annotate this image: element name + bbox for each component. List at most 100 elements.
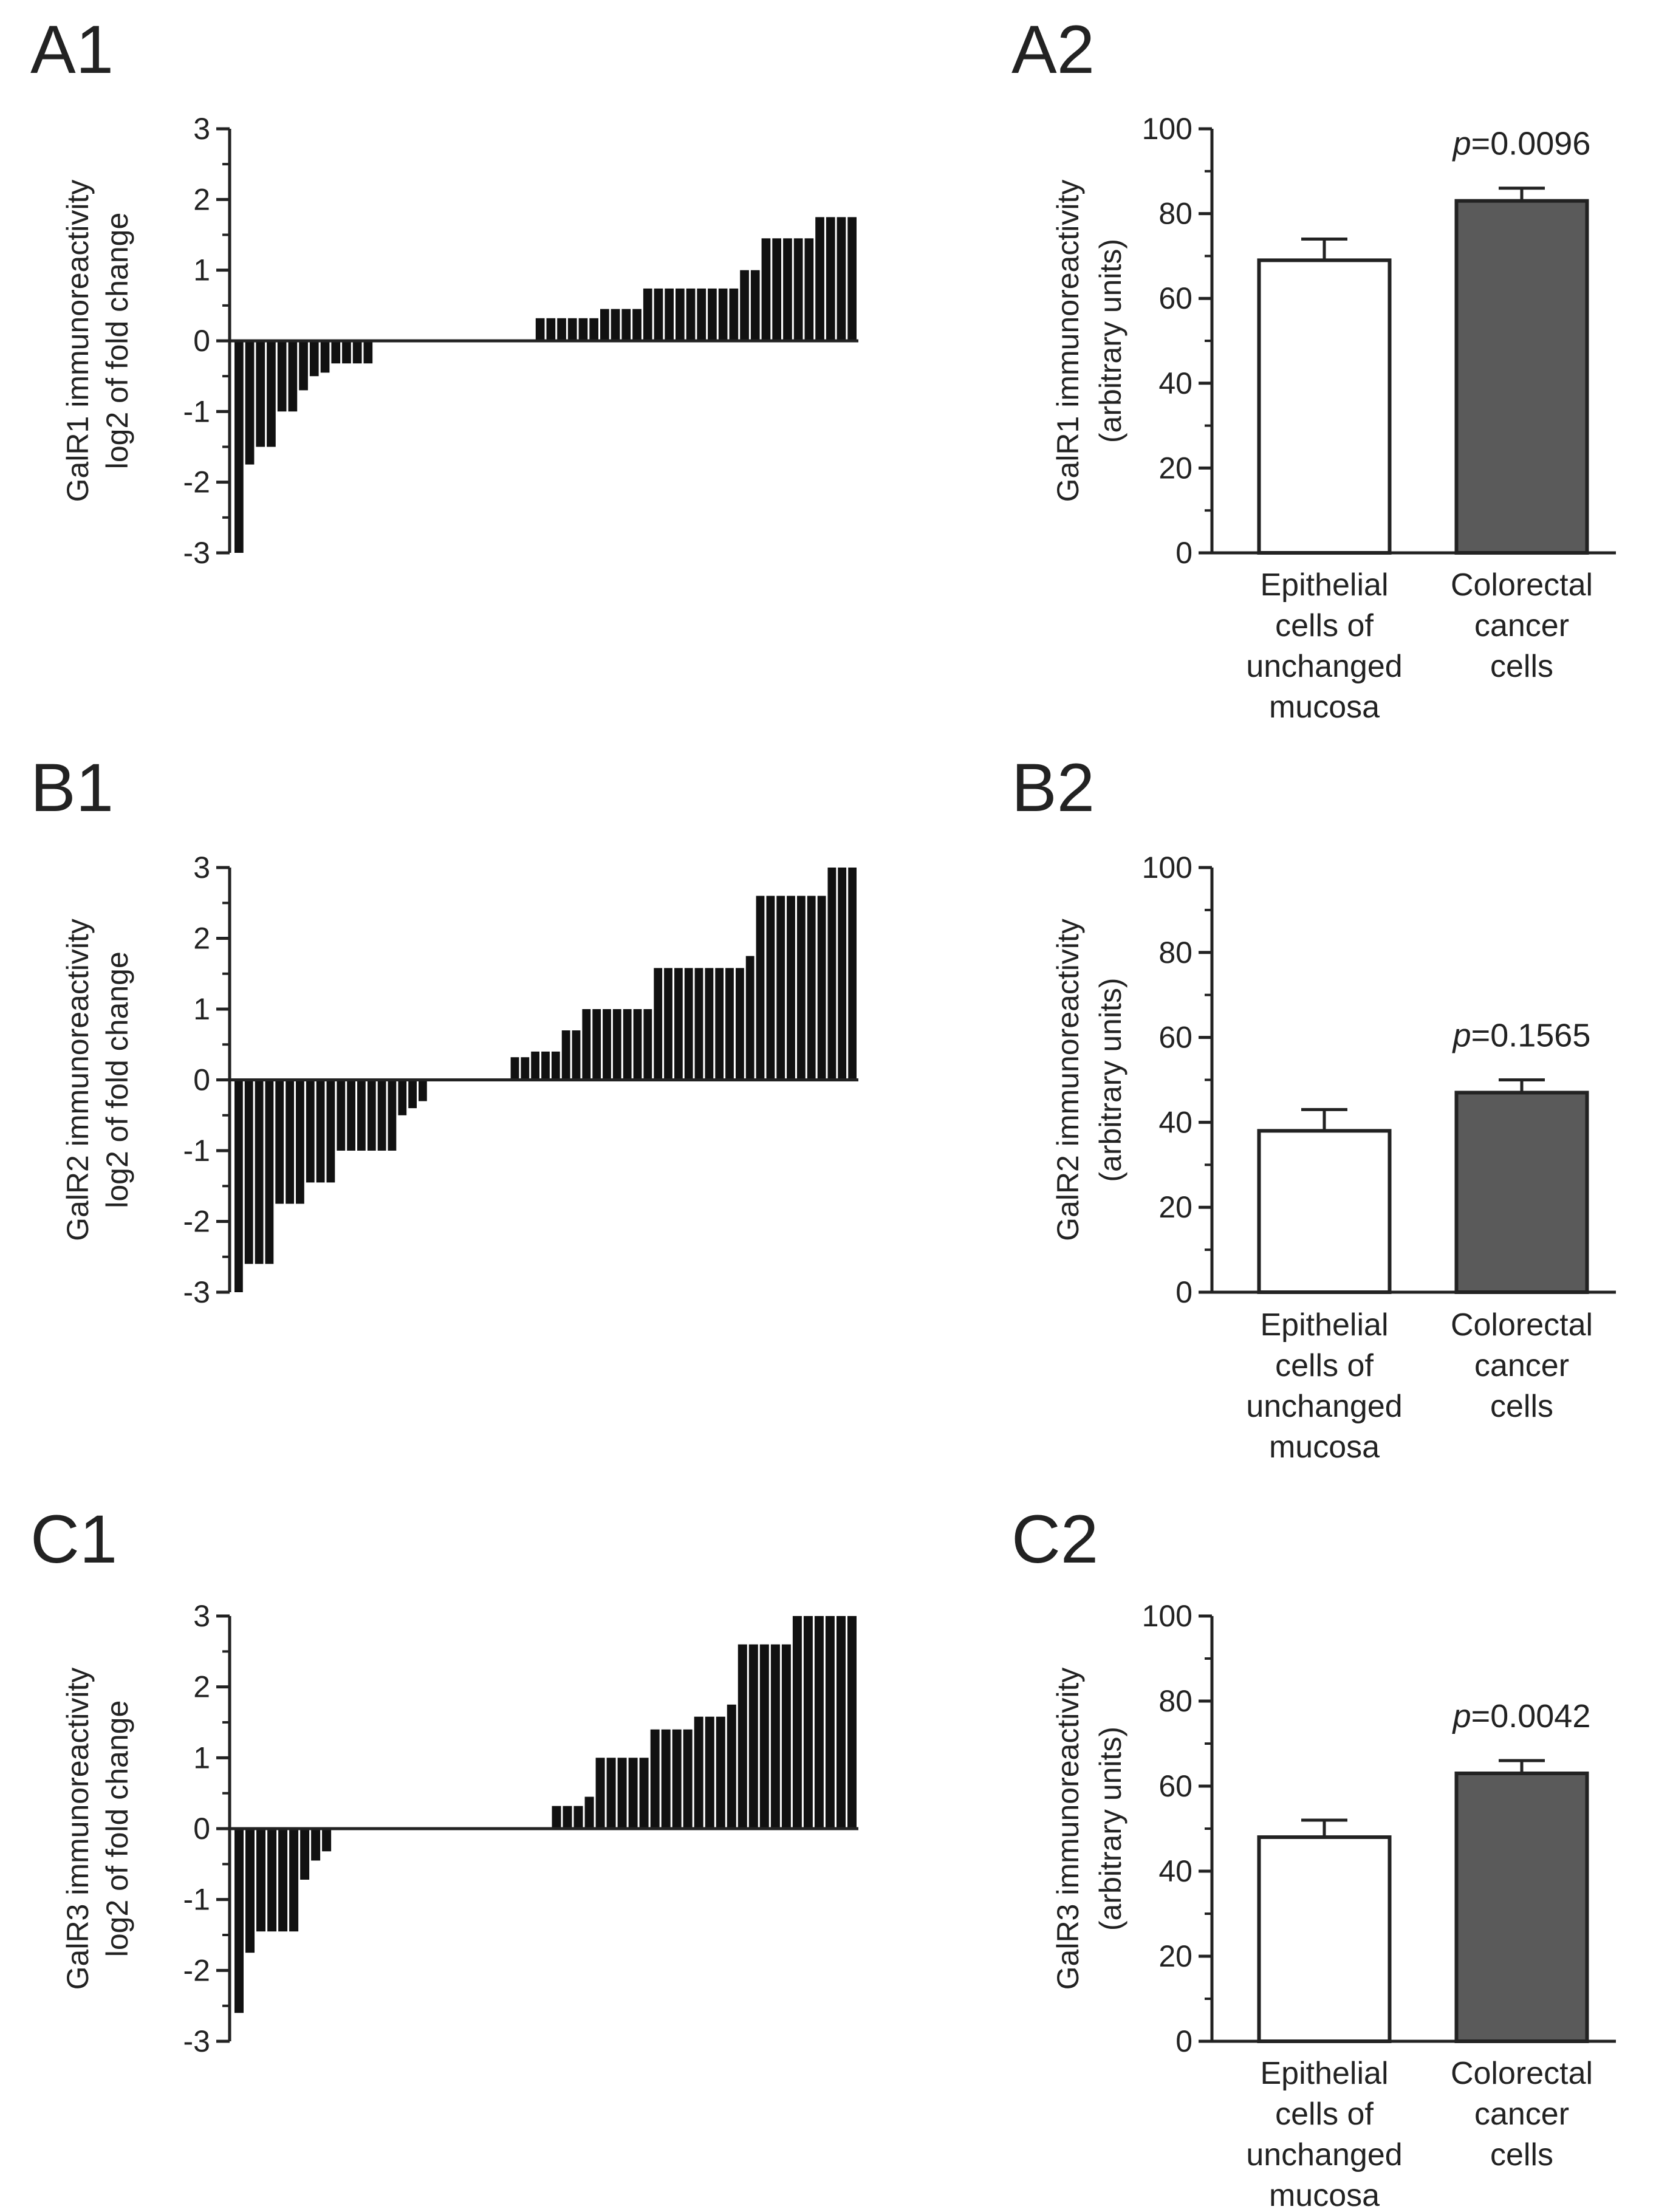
chart-panel-b1: B1 3 2 1 0 -1 -2 -3 GalR2 immunoreactivity log2 o… — [30, 750, 858, 1309]
p-value-text: =0.0042 — [1471, 1698, 1591, 1734]
y-tick-label: 20 — [1158, 451, 1192, 485]
x-category-label: unchanged — [1246, 649, 1402, 684]
bar — [807, 895, 816, 1080]
y-tick-label: -2 — [183, 1953, 210, 1987]
bar — [567, 318, 577, 341]
y-tick-label: 40 — [1158, 1854, 1192, 1888]
y-tick-label: 3 — [193, 851, 210, 885]
bar — [683, 1729, 693, 1829]
bar — [322, 1829, 332, 1852]
y-tick-label: -2 — [183, 1205, 210, 1239]
p-value-text: =0.0096 — [1471, 126, 1591, 162]
bar — [776, 895, 785, 1080]
y-axis-title: GalR3 immunoreactivity — [61, 1668, 95, 1990]
y-tick-label: 0 — [193, 324, 210, 358]
bar — [665, 288, 674, 341]
y-tick-label: 1 — [193, 992, 210, 1026]
y-tick-label: 100 — [1142, 112, 1192, 146]
bar — [606, 1758, 616, 1829]
bar — [814, 1616, 824, 1829]
bar — [306, 1080, 315, 1183]
y-tick-label: -3 — [183, 2024, 210, 2058]
bar — [563, 1806, 572, 1829]
bar — [694, 968, 703, 1080]
bar — [1454, 199, 1589, 555]
bar — [267, 1829, 277, 1932]
bar — [1257, 1835, 1392, 2043]
bar — [661, 1729, 671, 1829]
bar — [337, 1080, 346, 1151]
bar — [716, 1716, 725, 1829]
bar — [316, 1080, 325, 1183]
x-category-label: Colorectal — [1451, 2056, 1593, 2091]
bar — [1454, 1772, 1589, 2043]
bar — [694, 1716, 703, 1829]
bar — [727, 1704, 736, 1829]
x-category-label: Epithelial — [1260, 567, 1388, 603]
bar — [705, 1716, 714, 1829]
bar — [708, 288, 717, 341]
y-tick-label: 2 — [193, 182, 210, 216]
bar — [639, 1758, 649, 1829]
y-axis-title: GalR2 immunoreactivity — [61, 919, 95, 1241]
bar — [797, 895, 806, 1080]
bar — [848, 868, 857, 1080]
y-axis-title: GalR2 immunoreactivity — [1051, 919, 1085, 1241]
bar — [664, 968, 672, 1080]
bar — [847, 1616, 857, 1829]
bar — [787, 895, 795, 1080]
bar — [578, 318, 588, 341]
y-tick-label: 60 — [1158, 281, 1192, 315]
bar — [654, 288, 663, 341]
bar — [234, 1080, 243, 1292]
bar — [377, 1080, 386, 1151]
y-axis-title: log2 of fold change — [100, 1700, 134, 1957]
bar — [573, 1806, 583, 1829]
x-category-label: mucosa — [1269, 2178, 1380, 2212]
x-category-label: cancer — [1474, 608, 1569, 643]
y-tick-label: -1 — [183, 394, 210, 428]
bar — [783, 238, 792, 341]
chart-panel-c2: C2 100 80 60 40 20 0 GalR3 immunoreactivity (arb… — [1011, 1501, 1616, 2212]
y-tick-label: 2 — [193, 922, 210, 956]
x-category-label: cells of — [1275, 2097, 1374, 2132]
y-tick-label: 100 — [1142, 1599, 1192, 1633]
bar — [278, 1829, 288, 1932]
bar — [826, 217, 835, 341]
bar — [286, 1080, 294, 1204]
bar — [546, 318, 556, 341]
bar — [265, 1080, 274, 1264]
panel-label: C1 — [30, 1501, 117, 1577]
y-axis-title: (arbitrary units) — [1093, 978, 1127, 1182]
p-value-prefix: p — [1452, 1018, 1471, 1054]
bar — [715, 968, 724, 1080]
y-tick-label: 40 — [1158, 366, 1192, 400]
bar — [603, 1009, 611, 1080]
bar — [510, 1057, 519, 1080]
bar — [686, 288, 696, 341]
bar — [676, 288, 685, 341]
bar — [299, 341, 308, 391]
bar — [817, 895, 826, 1080]
bar — [320, 341, 330, 373]
bar — [825, 1616, 835, 1829]
p-value-prefix: p — [1452, 126, 1471, 162]
y-tick-label: 60 — [1158, 1021, 1192, 1055]
bar — [245, 341, 255, 465]
bar — [572, 1030, 581, 1080]
panel-label: A1 — [30, 12, 114, 87]
y-tick-label: 80 — [1158, 1684, 1192, 1718]
p-value-annotation: p=0.1565 — [1452, 1018, 1591, 1054]
y-axis-title: GalR1 immunoreactivity — [61, 180, 95, 502]
bar — [277, 341, 287, 412]
bar — [309, 341, 319, 377]
bar — [729, 288, 739, 341]
x-category-label: cells of — [1275, 1348, 1374, 1383]
bar — [234, 1829, 244, 2013]
y-tick-label: 0 — [1175, 1275, 1192, 1309]
panel-label: C2 — [1011, 1501, 1098, 1577]
panel-label: A2 — [1011, 12, 1095, 87]
bar — [750, 270, 760, 341]
bar — [1257, 1129, 1392, 1294]
y-tick-label: 0 — [1175, 2024, 1192, 2058]
